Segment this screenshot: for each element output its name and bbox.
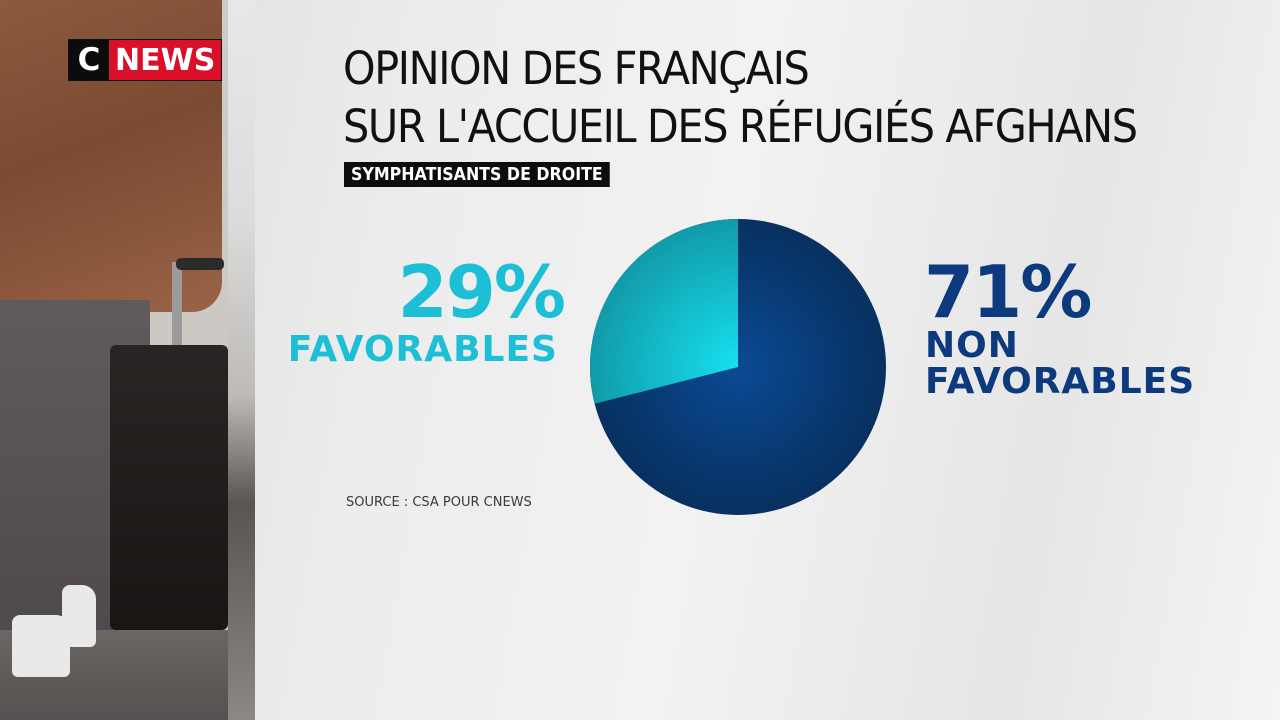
nonfavorable-label-line-1: NON — [925, 325, 1019, 366]
pie-chart — [589, 218, 887, 516]
cnews-logo: C NEWS — [68, 39, 223, 81]
title-line-1: OPINION DES FRANÇAIS — [343, 42, 810, 95]
nonfavorable-percentage: 71% — [924, 250, 1092, 334]
nonfavorable-label: NON FAVORABLES — [925, 328, 1195, 400]
page-title: OPINION DES FRANÇAIS SUR L'ACCUEIL DES R… — [343, 40, 1138, 156]
nonfavorable-label-line-2: FAVORABLES — [925, 361, 1196, 402]
title-line-2: SUR L'ACCUEIL DES RÉFUGIÉS AFGHANS — [343, 100, 1138, 153]
photo-suitcase-grip — [176, 258, 224, 270]
background-photo — [0, 0, 228, 720]
subtitle-badge: SYMPHATISANTS DE DROITE — [344, 162, 610, 187]
logo-news: NEWS — [109, 40, 222, 80]
photo-shoe-left — [12, 615, 70, 677]
blur-divider — [228, 0, 255, 720]
favorable-percentage: 29% — [397, 250, 566, 334]
photo-shoe-right — [62, 585, 96, 647]
pie-slice-favorable — [589, 218, 738, 404]
logo-c: C — [69, 40, 109, 80]
photo-suitcase-handle — [172, 262, 182, 357]
photo-suitcase — [110, 345, 228, 630]
favorable-label: FAVORABLES — [287, 329, 558, 370]
source-note: SOURCE : CSA POUR CNEWS — [346, 495, 532, 510]
